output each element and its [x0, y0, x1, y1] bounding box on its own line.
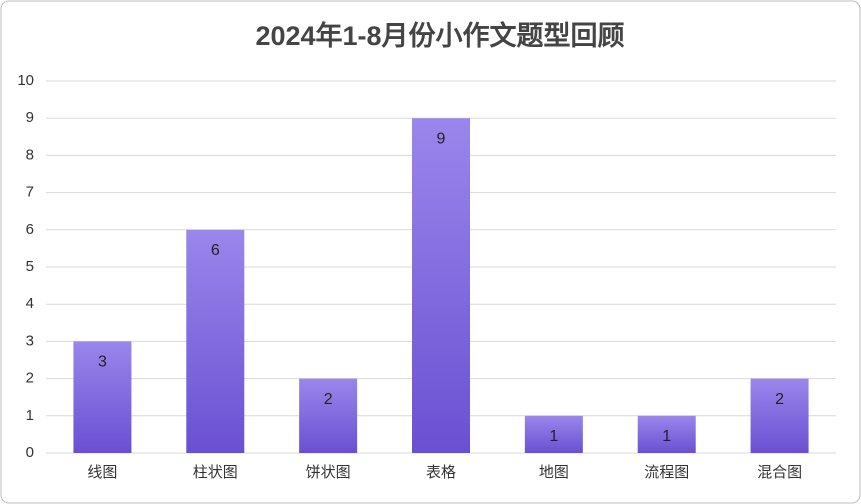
bar: [412, 118, 470, 453]
y-tick-label: 9: [26, 109, 34, 126]
x-tick-label: 混合图: [757, 464, 802, 481]
bar: [750, 378, 809, 453]
y-tick-label: 4: [26, 295, 34, 312]
x-tick-label: 柱状图: [193, 464, 238, 481]
value-label: 2: [775, 391, 784, 408]
y-tick-label: 8: [26, 146, 34, 163]
value-label: 1: [662, 428, 671, 445]
y-tick-label: 0: [26, 444, 34, 461]
value-label: 6: [211, 242, 220, 259]
y-tick-label: 10: [17, 72, 34, 89]
y-tick-label: 3: [26, 332, 34, 349]
value-label: 3: [98, 354, 107, 371]
y-tick-label: 2: [26, 370, 34, 387]
bar: [186, 229, 245, 453]
bar: [299, 378, 358, 453]
bar: [524, 415, 583, 453]
y-tick-label: 5: [26, 258, 34, 275]
x-tick-label: 线图: [87, 464, 117, 481]
y-tick-label: 7: [26, 184, 34, 201]
y-tick-label: 1: [26, 407, 34, 424]
chart-title: 2024年1-8月份小作文题型回顾: [255, 20, 624, 51]
x-tick-label: 表格: [426, 464, 456, 481]
value-label: 1: [549, 428, 558, 445]
x-tick-label: 流程图: [644, 464, 689, 481]
x-tick-label: 地图: [539, 464, 569, 481]
y-tick-label: 6: [26, 221, 34, 238]
bar: [637, 415, 696, 453]
bar: [73, 341, 132, 453]
value-label: 2: [324, 391, 333, 408]
value-label: 9: [437, 130, 446, 147]
x-tick-label: 饼状图: [306, 464, 351, 481]
